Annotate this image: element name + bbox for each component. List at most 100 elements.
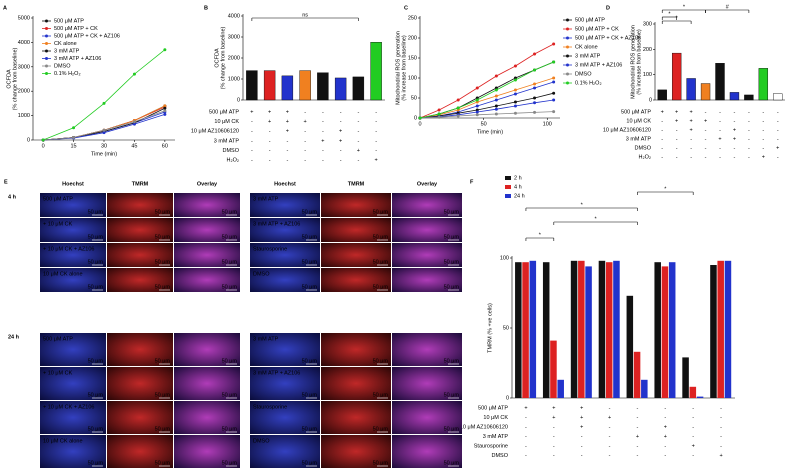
data-point: [533, 68, 537, 72]
micrograph: [107, 333, 173, 366]
micrograph: [250, 218, 320, 242]
data-point: [163, 112, 167, 116]
micrograph: [107, 401, 173, 434]
treatment-mark: +: [664, 424, 667, 430]
legend-marker: [566, 27, 569, 31]
micrograph: [321, 218, 391, 242]
micrograph: [321, 401, 391, 434]
micrograph: [174, 268, 240, 292]
panel-label: E: [4, 179, 8, 185]
micrograph: [392, 218, 462, 242]
treatment-mark: +: [776, 145, 779, 151]
treatment-mark: -: [692, 405, 694, 411]
treatment-mark: +: [304, 119, 307, 125]
y-axis-label: Mitochondrial ROS generation: [630, 25, 636, 99]
series-line: [43, 105, 166, 141]
legend-label: CK alone: [575, 44, 598, 50]
condition-label: 500 μM ATP: [43, 336, 73, 342]
treatment-mark: -: [609, 424, 611, 430]
condition-label: 10 μM CK alone: [43, 271, 83, 277]
bar: [661, 266, 669, 398]
treatment-mark: -: [340, 119, 342, 125]
scale-bar-label: 50 μm: [444, 426, 460, 432]
treatment-mark: -: [661, 118, 663, 124]
data-point: [102, 128, 106, 132]
data-point: [494, 94, 498, 98]
bar: [686, 78, 696, 101]
treatment-label: 3 mM ATP: [214, 138, 240, 144]
treatment-mark: -: [525, 415, 527, 421]
bar: [700, 83, 711, 101]
treatment-mark: -: [322, 109, 324, 115]
treatment-mark: -: [322, 129, 324, 135]
bar: [515, 262, 522, 398]
y-tick-label: 4000: [18, 40, 30, 46]
bar: [299, 70, 311, 101]
data-point: [494, 112, 498, 116]
treatment-mark: -: [734, 118, 736, 124]
y-tick-label: 2000: [18, 89, 30, 95]
bar: [758, 68, 769, 101]
micrograph: [392, 268, 462, 292]
treatment-mark: -: [637, 443, 639, 449]
bar: [317, 72, 329, 101]
bar: [729, 92, 740, 101]
treatment-mark: +: [321, 138, 324, 144]
treatment-mark: +: [636, 434, 639, 440]
series-line: [419, 61, 554, 119]
treatment-mark: +: [661, 109, 664, 115]
y-axis-label: (% change from baseline): [220, 26, 226, 89]
condition-label: + 10 μM CK + AZ106: [43, 246, 94, 252]
legend-label: 3 mM ATP: [54, 48, 80, 54]
data-point: [552, 98, 556, 102]
treatment-mark: -: [692, 424, 694, 430]
condition-label: 3 mM ATP: [253, 196, 279, 202]
bar: [689, 386, 697, 398]
column-header: Overlay: [417, 181, 438, 187]
bar: [529, 260, 537, 398]
treatment-mark: -: [676, 136, 678, 142]
treatment-mark: -: [720, 415, 722, 421]
micrograph: [174, 193, 240, 217]
micrograph: [392, 435, 462, 468]
legend-swatch: [505, 194, 511, 198]
treatment-mark: -: [304, 109, 306, 115]
condition-label: DMSO: [253, 438, 270, 444]
scale-bar-label: 50 μm: [373, 234, 389, 240]
scale-bar-label: 50 μm: [302, 460, 318, 466]
legend-marker: [45, 27, 48, 30]
series-line: [419, 92, 554, 119]
micrograph: [250, 243, 320, 267]
y-tick-label: 0: [506, 395, 509, 401]
micrograph: [250, 333, 320, 366]
treatment-mark: -: [762, 127, 764, 133]
data-point: [533, 82, 537, 86]
treatment-mark: -: [581, 453, 583, 459]
micrograph: [321, 367, 391, 400]
treatment-mark: -: [719, 127, 721, 133]
significance-label: *: [683, 4, 686, 10]
treatment-mark: +: [339, 138, 342, 144]
treatment-mark: -: [734, 109, 736, 115]
data-point: [163, 48, 167, 52]
panel-label: A: [3, 5, 7, 11]
legend-label: CK alone: [54, 41, 77, 47]
treatment-mark: -: [286, 148, 288, 154]
legend-label: 0.1% H₂O₂: [54, 71, 81, 77]
treatment-mark: -: [286, 138, 288, 144]
treatment-mark: -: [553, 443, 555, 449]
condition-label: + 10 μM CK: [43, 221, 73, 227]
treatment-mark: -: [304, 138, 306, 144]
data-point: [456, 98, 460, 102]
micrograph: [250, 193, 320, 217]
bar: [668, 262, 676, 398]
legend-label: 2 h: [514, 175, 522, 181]
y-tick-label: 2000: [228, 55, 240, 61]
scale-bar-label: 50 μm: [222, 234, 238, 240]
scale-bar-label: 50 μm: [444, 392, 460, 398]
series-line: [43, 105, 166, 141]
y-axis-label: (% change from baseline): [12, 47, 18, 110]
treatment-mark: -: [357, 138, 359, 144]
treatment-mark: +: [704, 118, 707, 124]
bar: [715, 63, 725, 101]
